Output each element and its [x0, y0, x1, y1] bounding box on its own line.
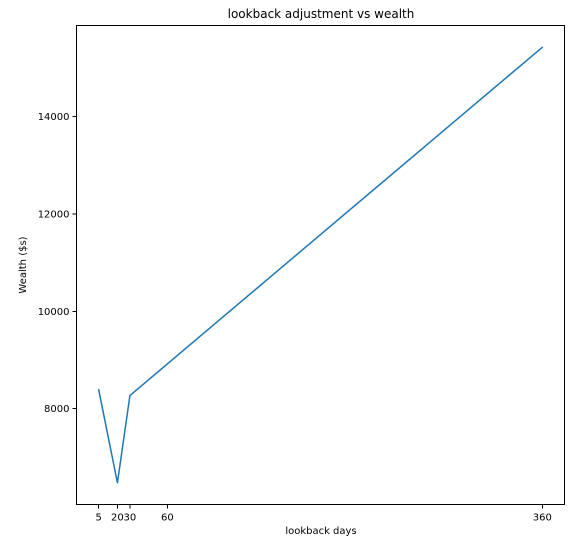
y-tick-label-12000: 12000 — [38, 209, 70, 220]
y-tick-label-14000: 14000 — [38, 112, 70, 123]
y-axis-ticks: 8000 10000 12000 14000 — [38, 112, 77, 415]
x-tick-label-60: 60 — [161, 513, 174, 524]
x-axis-label: lookback days — [285, 526, 356, 537]
y-tick-label-8000: 8000 — [44, 404, 69, 415]
x-tick-label-30: 30 — [124, 513, 137, 524]
y-axis-label: Wealth ($s) — [18, 236, 29, 293]
chart-title: lookback adjustment vs wealth — [228, 7, 415, 21]
x-tick-label-5: 5 — [95, 513, 101, 524]
y-tick-label-10000: 10000 — [38, 307, 70, 318]
x-tick-label-20: 20 — [111, 513, 124, 524]
x-axis-ticks: 5 20 30 60 360 — [95, 505, 551, 524]
axes-frame — [77, 26, 565, 505]
plot-area — [77, 26, 565, 505]
series-layer — [99, 47, 543, 482]
series-line-1 — [99, 47, 543, 482]
x-tick-label-360: 360 — [533, 513, 552, 524]
